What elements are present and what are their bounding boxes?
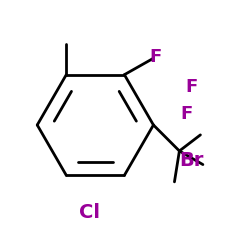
Text: Br: Br (180, 151, 204, 170)
Text: F: F (180, 105, 193, 123)
Text: F: F (150, 48, 162, 66)
Text: F: F (186, 78, 198, 96)
Text: Cl: Cl (79, 203, 100, 222)
